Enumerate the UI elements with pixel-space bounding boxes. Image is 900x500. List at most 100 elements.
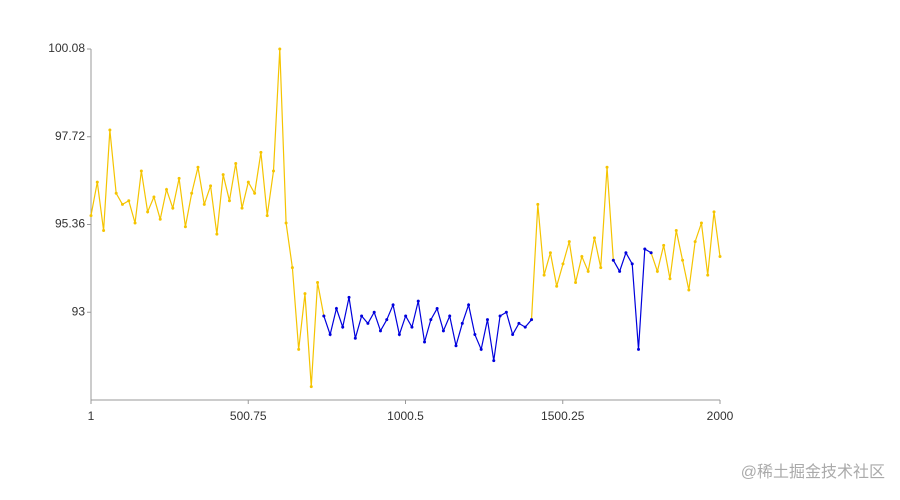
point [504,310,508,314]
point [316,281,320,285]
point [441,329,445,333]
point [272,169,276,173]
point [580,254,584,258]
point [190,191,194,195]
point [95,180,99,184]
y-tick-label: 93 [72,304,86,318]
point [278,47,282,51]
point [454,344,458,348]
point [234,162,238,166]
point [511,333,515,337]
series-line [90,48,721,387]
point [240,206,244,210]
point [479,347,483,351]
point [668,277,672,281]
point [498,314,502,318]
point [303,292,307,296]
point [127,199,131,203]
point [297,347,301,351]
point [693,240,697,244]
point [699,221,703,225]
y-tick-label: 100.08 [48,41,85,55]
point [158,217,162,221]
point [227,199,231,203]
point [687,288,691,292]
point [561,262,565,266]
point [681,258,685,262]
x-tick-label: 1 [88,409,95,423]
x-tick-label: 500.75 [230,409,267,423]
point [655,269,659,273]
point [196,165,200,169]
point [322,314,326,318]
point [353,336,357,340]
point [102,228,106,232]
point [120,202,124,206]
point [385,318,389,322]
x-tick-label: 1500.25 [541,409,585,423]
point [460,321,464,325]
point [637,347,641,351]
point [265,214,269,218]
point [253,191,257,195]
point [467,303,471,307]
point [530,318,534,322]
point [341,325,345,329]
point [473,333,477,337]
point [378,329,382,333]
point [146,210,150,214]
point [309,385,313,389]
point [372,310,376,314]
point [548,251,552,255]
point [410,325,414,329]
point [605,165,609,169]
series-line [323,248,652,361]
point [492,359,496,363]
point [435,307,439,311]
point [536,202,540,206]
point [108,128,112,132]
point [202,202,206,206]
point [712,210,716,214]
point [517,321,521,325]
point [542,273,546,277]
point [215,232,219,236]
point [165,188,169,192]
point [139,169,143,173]
point [209,184,213,188]
point [592,236,596,240]
point [599,266,603,270]
point [649,251,653,255]
point [171,206,175,210]
point [630,262,634,266]
point [334,307,338,311]
point [397,333,401,337]
point [485,318,489,322]
point [718,254,722,258]
point [624,251,628,255]
point [404,314,408,318]
point [662,243,666,247]
x-tick-label: 2000 [707,409,734,423]
point [391,303,395,307]
point [133,221,137,225]
point [586,269,590,273]
point [674,228,678,232]
point [290,266,294,270]
point [618,269,622,273]
point [221,173,225,177]
point [246,180,250,184]
point [643,247,647,251]
point [523,325,527,329]
point [448,314,452,318]
point [347,295,351,299]
point [360,314,364,318]
point [152,195,156,199]
point [423,340,427,344]
point [259,150,263,154]
point [89,214,93,218]
x-tick-label: 1000.5 [387,409,424,423]
point [611,258,615,262]
watermark: @稀土掘金技术社区 [741,463,885,481]
